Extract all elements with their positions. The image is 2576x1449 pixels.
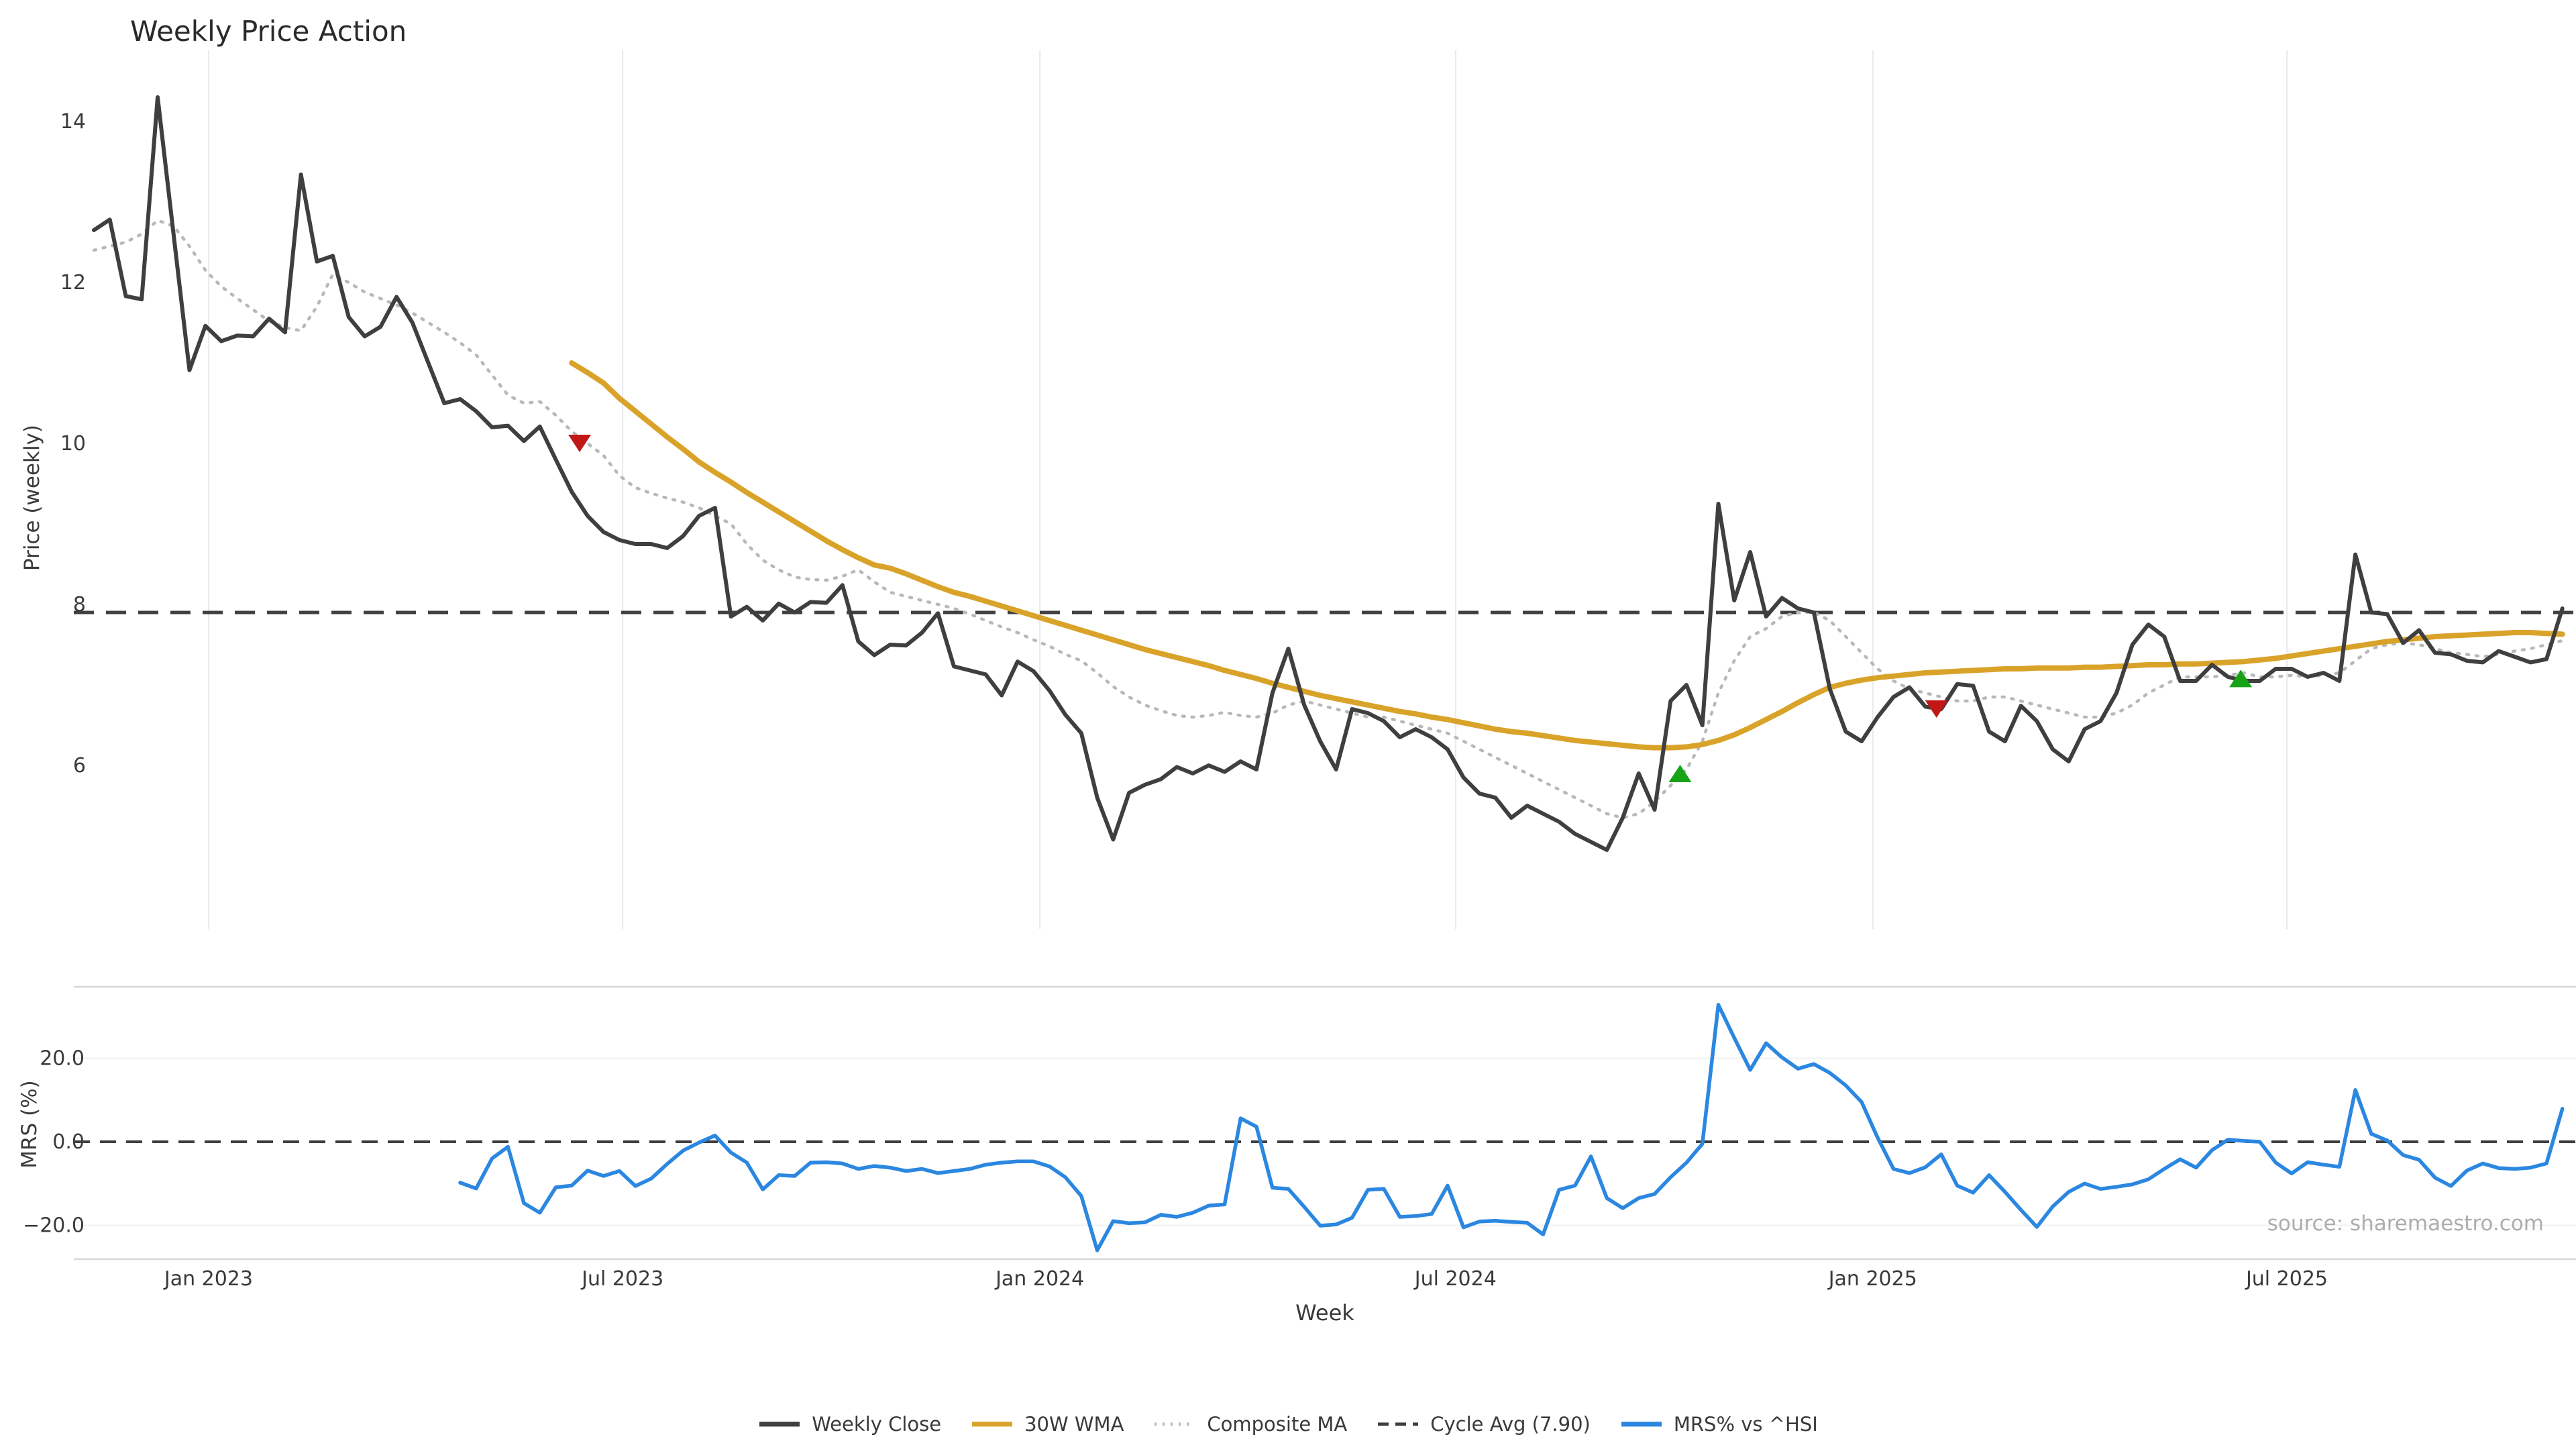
x-tick-label: Jan 2024 bbox=[994, 1267, 1084, 1291]
legend-item-mrs-vs-hsi: MRS% vs ^HSI bbox=[1620, 1413, 1818, 1436]
legend-swatch-icon bbox=[1155, 1422, 1195, 1426]
x-tick-label: Jul 2023 bbox=[580, 1267, 663, 1291]
legend-swatch-icon bbox=[759, 1421, 800, 1427]
price-tick-label: 12 bbox=[60, 271, 86, 294]
mrs-tick-label: −20.0 bbox=[23, 1214, 85, 1238]
legend-swatch-icon bbox=[1378, 1422, 1419, 1426]
x-axis-label: Week bbox=[1295, 1300, 1354, 1326]
mrs-axis-label: MRS (%) bbox=[17, 1080, 42, 1169]
chart-title: Weekly Price Action bbox=[130, 15, 407, 48]
x-tick-label: Jan 2023 bbox=[163, 1267, 253, 1291]
legend-label: 30W WMA bbox=[1024, 1413, 1124, 1436]
x-tick-label: Jul 2024 bbox=[1413, 1267, 1497, 1291]
weekly-close-path bbox=[92, 95, 2565, 852]
legend-swatch-icon bbox=[1621, 1421, 1662, 1427]
source-note: source: sharemaestro.com bbox=[2267, 1212, 2544, 1236]
legend-label: Composite MA bbox=[1207, 1413, 1348, 1436]
mrs-tick-label: 20.0 bbox=[40, 1047, 85, 1071]
legend: Weekly Close 30W WMA Composite MA Cycle Avg… bbox=[0, 1413, 2576, 1436]
legend-swatch-icon bbox=[972, 1421, 1013, 1427]
buy-marker-icon bbox=[1668, 765, 1692, 782]
sell-marker-icon bbox=[1925, 700, 1948, 718]
legend-label: MRS% vs ^HSI bbox=[1673, 1413, 1818, 1436]
price-tick-label: 6 bbox=[73, 754, 86, 777]
x-tick-label: Jan 2025 bbox=[1827, 1267, 1917, 1291]
legend-item-cycle-avg-7-90-: Cycle Avg (7.90) bbox=[1377, 1413, 1591, 1436]
sell-marker-icon bbox=[568, 435, 592, 452]
price-tick-label: 10 bbox=[60, 432, 86, 455]
legend-item-composite-ma: Composite MA bbox=[1153, 1413, 1347, 1436]
price-axis-label: Price (weekly) bbox=[20, 424, 44, 572]
composite-ma-path bbox=[92, 219, 2564, 820]
wma-path bbox=[569, 360, 2565, 751]
x-tick-label: Jul 2025 bbox=[2245, 1267, 2328, 1291]
buy-marker-icon bbox=[2229, 669, 2253, 688]
legend-label: Cycle Avg (7.90) bbox=[1430, 1413, 1591, 1436]
price-tick-label: 14 bbox=[60, 110, 86, 133]
legend-item-30w-wma: 30W WMA bbox=[971, 1413, 1124, 1436]
legend-item-weekly-close: Weekly Close bbox=[758, 1413, 941, 1436]
legend-label: Weekly Close bbox=[812, 1413, 942, 1436]
mrs-path bbox=[458, 1003, 2565, 1252]
price-tick-label: 8 bbox=[73, 593, 86, 616]
